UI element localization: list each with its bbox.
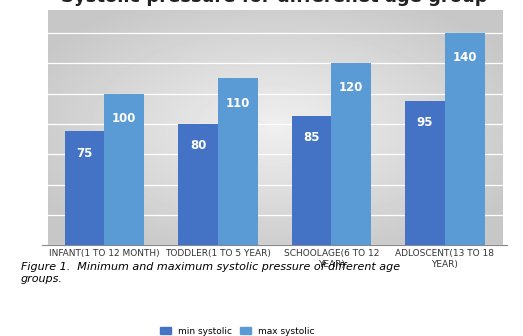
Bar	[332, 63, 371, 245]
Text: 85: 85	[303, 131, 320, 144]
Text: 120: 120	[339, 81, 363, 94]
Bar	[64, 131, 104, 245]
Title: Systolic pressure for differenet age group: Systolic pressure for differenet age gro…	[61, 0, 488, 6]
Bar	[292, 116, 332, 245]
Text: 100: 100	[112, 112, 137, 125]
Text: 75: 75	[76, 146, 93, 160]
Text: 95: 95	[417, 116, 433, 129]
Bar	[405, 101, 445, 245]
Text: Figure 1.  Minimum and maximum systolic pressure of different age
groups.: Figure 1. Minimum and maximum systolic p…	[21, 262, 400, 284]
Text: 110: 110	[225, 96, 250, 110]
Bar	[218, 78, 257, 245]
Bar	[178, 124, 218, 245]
Bar	[445, 33, 485, 245]
Bar	[104, 93, 144, 245]
Text: 140: 140	[452, 51, 477, 64]
Legend: min systolic, max systolic: min systolic, max systolic	[157, 323, 318, 336]
Text: 80: 80	[190, 139, 206, 152]
